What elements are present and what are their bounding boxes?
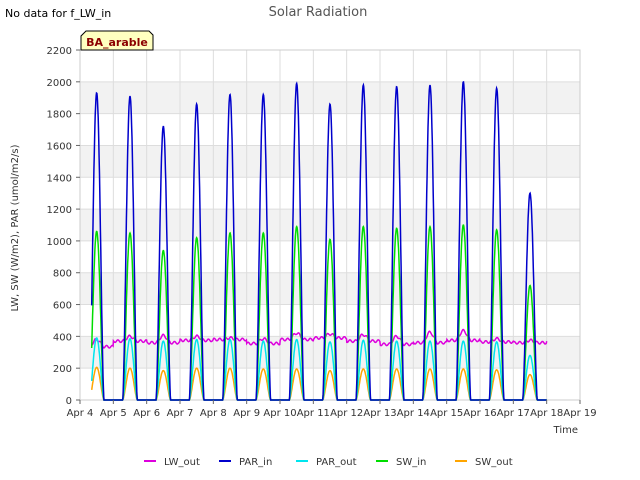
x-tick-label: Apr 19: [563, 408, 596, 419]
legend: LW_out PAR_in PAR_out SW_in SW_out: [144, 457, 513, 468]
x-tick-label: Apr 17: [497, 408, 530, 419]
x-tick-label: Apr 12: [330, 408, 363, 419]
x-tick-label: Apr 8: [200, 408, 227, 419]
legend-label: SW_in: [396, 457, 426, 468]
chart-title: Solar Radiation: [269, 5, 368, 20]
y-tick-label: 800: [53, 269, 72, 280]
x-tick-label: Apr 13: [363, 408, 396, 419]
background-band: [80, 209, 580, 241]
no-data-note: No data for f_LW_in: [5, 7, 112, 20]
background-band: [80, 272, 580, 305]
background-band: [80, 336, 580, 369]
legend-label: PAR_in: [239, 457, 272, 468]
x-tick-label: Apr 4: [67, 408, 94, 419]
y-tick-label: 200: [53, 364, 72, 375]
series-line-sw-out: [90, 366, 547, 401]
series-line-par-in: [90, 80, 547, 401]
badge-label: BA_arable: [86, 36, 148, 49]
y-tick-label: 0: [66, 396, 72, 407]
x-tick-label: Apr 16: [463, 408, 496, 419]
y-tick-label: 400: [53, 332, 72, 343]
series-layer: [90, 80, 548, 401]
x-tick-label: Apr 6: [133, 408, 160, 419]
background-band: [80, 145, 580, 178]
x-tick-label: Apr 18: [530, 408, 563, 419]
x-tick-label: Apr 5: [100, 408, 127, 419]
y-tick-label: 1200: [47, 205, 72, 216]
legend-label: PAR_out: [316, 457, 357, 468]
y-axis-label: LW, SW (W/m2), PAR (umol/m2/s): [10, 144, 21, 311]
badge: BA_arable: [80, 30, 154, 51]
x-axis-label: Time: [553, 425, 578, 436]
x-axis-ticks: Apr 4 Apr 5 Apr 6 Apr 7 Apr 8 Apr 9 Apr 10 Apr …: [67, 400, 597, 419]
y-tick-label: 1800: [47, 110, 72, 121]
y-tick-label: 1400: [47, 173, 72, 184]
y-tick-label: 2000: [47, 78, 72, 89]
plot-background-bands: [80, 81, 580, 369]
plot-frame: [79, 49, 581, 401]
y-tick-label: 1000: [47, 237, 72, 248]
x-tick-label: Apr 15: [430, 408, 463, 419]
x-tick-label: Apr 10: [263, 408, 296, 419]
y-tick-label: 2200: [47, 46, 72, 57]
y-tick-label: 600: [53, 301, 72, 312]
x-tick-label: Apr 14: [397, 408, 430, 419]
y-axis-ticks: 0 200 400 600 800 1000 1200 1400 1600 1800 2000 220…: [47, 46, 80, 407]
badge-box: [80, 30, 154, 51]
legend-label: LW_out: [164, 457, 200, 468]
x-tick-label: Apr 11: [297, 408, 330, 419]
y-tick-label: 1600: [47, 141, 72, 152]
legend-label: SW_out: [475, 457, 513, 468]
x-tick-label: Apr 9: [233, 408, 260, 419]
x-tick-label: Apr 7: [167, 408, 194, 419]
